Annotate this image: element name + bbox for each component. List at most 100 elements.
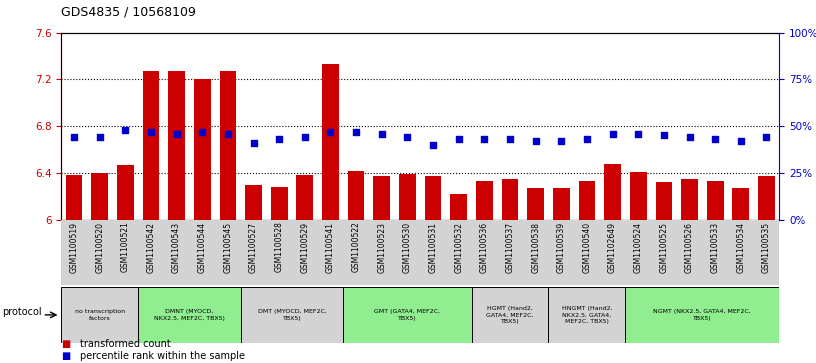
Bar	[758, 176, 774, 220]
Bar	[61, 287, 138, 343]
Text: ■: ■	[61, 351, 70, 361]
Bar	[630, 172, 646, 220]
Point	[427, 142, 440, 148]
Text: GSM1100538: GSM1100538	[531, 221, 540, 273]
Text: GSM1100520: GSM1100520	[95, 221, 104, 273]
Text: GSM1100521: GSM1100521	[121, 221, 130, 273]
Point	[760, 134, 773, 140]
Bar	[344, 220, 369, 285]
Bar	[707, 181, 724, 220]
Text: GSM1100543: GSM1100543	[172, 221, 181, 273]
Text: HGMT (Hand2,
GATA4, MEF2C,
TBX5): HGMT (Hand2, GATA4, MEF2C, TBX5)	[486, 306, 534, 323]
Text: GSM1100540: GSM1100540	[583, 221, 592, 273]
Bar	[271, 187, 287, 220]
Bar	[143, 71, 159, 220]
Text: percentile rank within the sample: percentile rank within the sample	[80, 351, 245, 361]
Point	[452, 136, 465, 142]
Text: GSM1100530: GSM1100530	[403, 221, 412, 273]
Bar	[502, 179, 518, 220]
Bar	[374, 176, 390, 220]
Text: GSM1100519: GSM1100519	[69, 221, 78, 273]
Bar	[220, 71, 236, 220]
Point	[349, 129, 362, 135]
Bar	[703, 220, 728, 285]
Point	[273, 136, 286, 142]
Text: GDS4835 / 10568109: GDS4835 / 10568109	[61, 5, 196, 19]
Point	[658, 132, 671, 138]
Text: GSM1100525: GSM1100525	[659, 221, 668, 273]
Text: GSM1100545: GSM1100545	[224, 221, 233, 273]
Bar	[241, 220, 266, 285]
Point	[606, 131, 619, 136]
Bar	[733, 188, 749, 220]
Point	[555, 138, 568, 144]
Text: GSM1100534: GSM1100534	[736, 221, 745, 273]
Bar	[215, 220, 241, 285]
Text: GSM1100544: GSM1100544	[197, 221, 206, 273]
Text: GSM1100522: GSM1100522	[352, 221, 361, 273]
Point	[144, 129, 157, 135]
Bar	[527, 188, 544, 220]
Point	[375, 131, 388, 136]
Text: GSM1100531: GSM1100531	[428, 221, 437, 273]
Bar	[138, 220, 164, 285]
Bar	[523, 220, 548, 285]
Text: GSM1100527: GSM1100527	[249, 221, 258, 273]
Bar	[548, 287, 625, 343]
Text: no transcription
factors: no transcription factors	[74, 309, 125, 321]
Text: DMT (MYOCD, MEF2C,
TBX5): DMT (MYOCD, MEF2C, TBX5)	[258, 309, 326, 321]
Text: DMNT (MYOCD,
NKX2.5, MEF2C, TBX5): DMNT (MYOCD, NKX2.5, MEF2C, TBX5)	[154, 309, 225, 321]
Point	[119, 127, 132, 133]
Text: GMT (GATA4, MEF2C,
TBX5): GMT (GATA4, MEF2C, TBX5)	[375, 309, 441, 321]
Text: GSM1100532: GSM1100532	[455, 221, 463, 273]
Bar	[344, 287, 472, 343]
Bar	[424, 176, 441, 220]
Text: NGMT (NKX2.5, GATA4, MEF2C,
TBX5): NGMT (NKX2.5, GATA4, MEF2C, TBX5)	[654, 309, 752, 321]
Text: GSM1100537: GSM1100537	[505, 221, 515, 273]
Bar	[553, 188, 570, 220]
Bar	[450, 194, 467, 220]
Bar	[113, 220, 138, 285]
Bar	[574, 220, 600, 285]
Point	[170, 131, 183, 136]
Bar	[395, 220, 420, 285]
Bar	[348, 171, 365, 220]
Text: transformed count: transformed count	[80, 339, 171, 349]
Bar	[655, 182, 672, 220]
Bar	[241, 287, 344, 343]
Bar	[138, 287, 241, 343]
Bar	[446, 220, 472, 285]
Bar	[369, 220, 395, 285]
Text: GSM1100524: GSM1100524	[634, 221, 643, 273]
Point	[478, 136, 491, 142]
Point	[683, 134, 696, 140]
Point	[324, 129, 337, 135]
Text: GSM1100539: GSM1100539	[557, 221, 565, 273]
Text: ■: ■	[61, 339, 70, 349]
Point	[93, 134, 106, 140]
Bar	[86, 220, 113, 285]
Text: GSM1100528: GSM1100528	[275, 221, 284, 273]
Bar	[168, 71, 185, 220]
Point	[529, 138, 542, 144]
Bar	[651, 220, 676, 285]
Bar	[497, 220, 523, 285]
Text: protocol: protocol	[2, 307, 42, 317]
Point	[632, 131, 645, 136]
Text: GSM1100536: GSM1100536	[480, 221, 489, 273]
Text: GSM1100529: GSM1100529	[300, 221, 309, 273]
Point	[247, 140, 260, 146]
Text: GSM1100535: GSM1100535	[762, 221, 771, 273]
Bar	[296, 175, 313, 220]
Bar	[754, 220, 779, 285]
Bar	[676, 220, 703, 285]
Bar	[317, 220, 344, 285]
Bar	[292, 220, 317, 285]
Bar	[600, 220, 625, 285]
Bar	[399, 174, 415, 220]
Text: GSM1100541: GSM1100541	[326, 221, 335, 273]
Bar	[625, 220, 651, 285]
Point	[68, 134, 81, 140]
Bar	[164, 220, 189, 285]
Bar	[604, 163, 621, 220]
